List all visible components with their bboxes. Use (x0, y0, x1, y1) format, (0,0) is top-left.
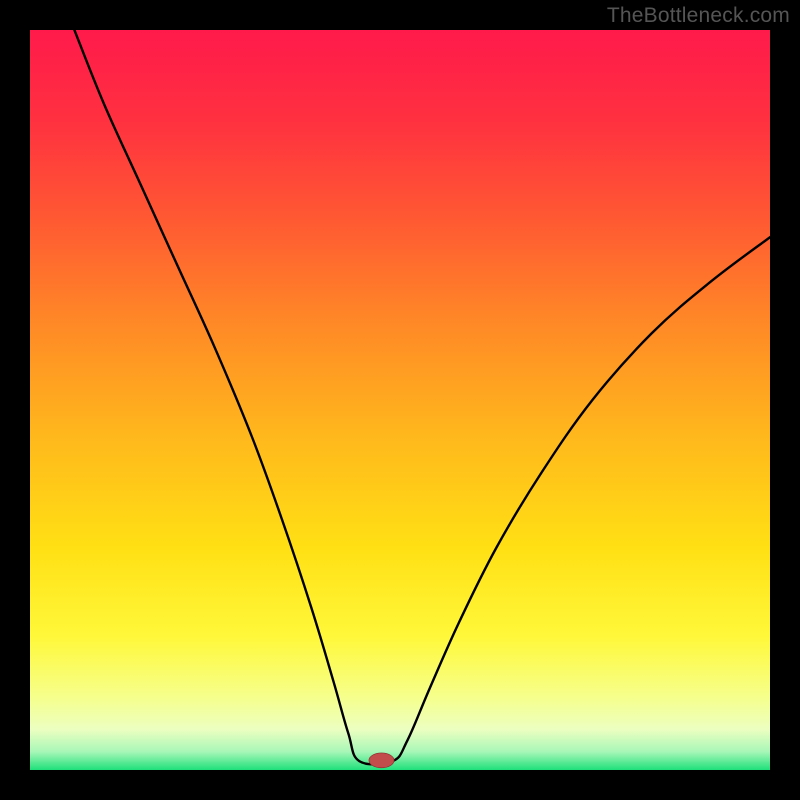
bottleneck-chart (0, 0, 800, 800)
optimum-marker (369, 753, 394, 768)
plot-gradient-bg (30, 30, 770, 770)
chart-stage: TheBottleneck.com (0, 0, 800, 800)
watermark-text: TheBottleneck.com (607, 4, 790, 28)
